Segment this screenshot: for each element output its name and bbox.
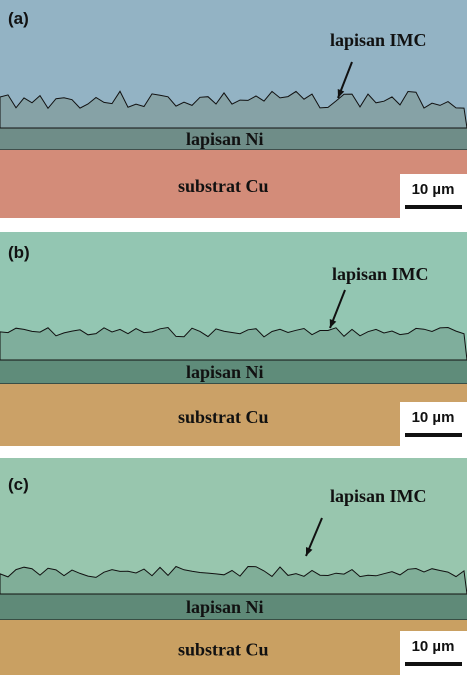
scale-bar <box>405 205 462 209</box>
page: {"panels": [ {"label": "(a)", "imc_label… <box>0 0 467 675</box>
cu-label: substrat Cu <box>178 407 269 427</box>
imc-label: lapisan IMC <box>332 264 429 284</box>
panel-label: (a) <box>8 9 29 28</box>
cu-label: substrat Cu <box>178 640 269 660</box>
scale-text: 10 µm <box>412 181 455 198</box>
ni-label: lapisan Ni <box>186 362 264 382</box>
scale-text: 10 µm <box>412 638 455 655</box>
imc-label: lapisan IMC <box>330 486 427 506</box>
scale-bar <box>405 433 462 437</box>
ni-label: lapisan Ni <box>186 597 264 617</box>
panel: (c) lapisan IMC lapisan Ni substrat Cu 10 µm <box>0 458 467 675</box>
imc-label: lapisan IMC <box>330 30 427 50</box>
panel: (a) lapisan IMC lapisan Ni substrat Cu 10 µm <box>0 0 467 218</box>
figure: (a) lapisan IMC lapisan Ni substrat Cu 10 µm… <box>0 0 467 675</box>
panel-label: (b) <box>8 243 30 262</box>
panel-label: (c) <box>8 475 29 494</box>
panel: (b) lapisan IMC lapisan Ni substrat Cu 10 µm <box>0 232 467 446</box>
scale-text: 10 µm <box>412 409 455 426</box>
cu-label: substrat Cu <box>178 176 269 196</box>
ni-label: lapisan Ni <box>186 129 264 149</box>
scale-bar <box>405 662 462 666</box>
